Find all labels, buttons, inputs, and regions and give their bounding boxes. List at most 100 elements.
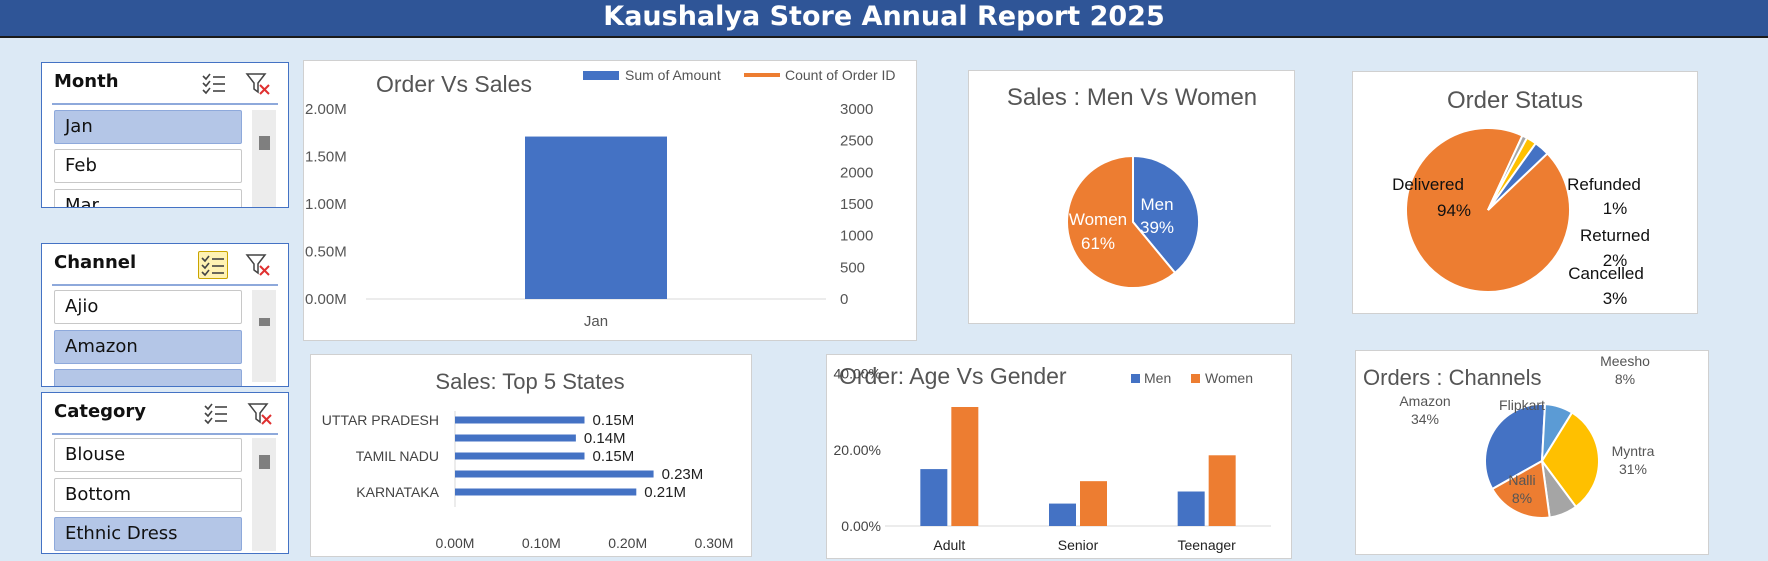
y2-tick-label: 1500 (840, 196, 873, 213)
multi-select-icon[interactable] (198, 251, 228, 279)
bar-men (1049, 503, 1076, 526)
x-tick-label: 0.20M (608, 535, 647, 551)
slicer-item-jan[interactable]: Jan (54, 110, 242, 144)
chart-title: Order: Age Vs Gender (839, 363, 1067, 389)
multi-select-icon[interactable] (202, 400, 230, 426)
data-label: 0.21M (644, 484, 686, 501)
order-status-panel[interactable]: Order Status Delivered 94% Refunded 1% Return… (1352, 71, 1698, 314)
slice-value: 61% (1081, 234, 1115, 253)
y2-tick-label: 3000 (840, 101, 873, 118)
slice-value: 31% (1619, 461, 1647, 477)
y-tick-label: 1.00M (305, 196, 347, 213)
y-tick-label: 0.00M (305, 291, 347, 308)
slice-value: 8% (1615, 371, 1635, 387)
slice-value: 8% (1512, 490, 1532, 506)
pie-slice (1487, 141, 1549, 211)
slice-label: Myntra (1612, 443, 1655, 459)
slice-value: 1% (1603, 199, 1628, 218)
slicer-scrollbar[interactable] (252, 110, 276, 207)
slice-label: Returned (1580, 226, 1650, 245)
slicer-scrollbar[interactable] (252, 290, 276, 382)
pie-slice (1490, 459, 1551, 519)
x-tick-label: Senior (1058, 537, 1099, 553)
slice-label: Men (1140, 195, 1173, 214)
slicer-item-ajio[interactable]: Ajio (54, 290, 242, 324)
clear-filter-icon[interactable] (244, 251, 272, 277)
y-tick-label: TAMIL NADU (356, 448, 439, 464)
channels-panel[interactable]: Orders : Channels Amazon 34% Flipkart Meesho… (1355, 350, 1709, 555)
category-slicer[interactable]: Category Blouse Bottom Ethnic Dress (41, 392, 289, 554)
x-tick-label: Teenager (1177, 537, 1236, 553)
pie-slice (1066, 154, 1177, 289)
men-vs-women-chart: Sales : Men Vs Women Men 39% Women 61% (1007, 84, 1257, 289)
slice-label: Delivered (1392, 175, 1464, 194)
legend-label: Sum of Amount (625, 67, 721, 83)
data-label: 0.15M (593, 412, 635, 429)
bar-state (455, 434, 576, 442)
top-states-chart: Sales: Top 5 States 0.15M UTTAR PRADESH 0.1… (322, 369, 734, 551)
data-label: 0.14M (584, 430, 626, 447)
order-vs-sales-chart: Order Vs Sales Sum of Amount Count of Orde… (305, 67, 896, 330)
legend-swatch (583, 71, 619, 80)
slicer-header: Channel (54, 252, 137, 273)
pie-slice (1540, 411, 1600, 509)
legend-label: Count of Order ID (785, 67, 896, 83)
x-tick-label: Adult (933, 537, 965, 553)
slicer-item-blouse[interactable]: Blouse (54, 438, 242, 472)
slice-value: 3% (1603, 289, 1628, 308)
bar-men (1177, 491, 1205, 526)
legend-swatch (1131, 374, 1140, 383)
slicer-item-ethnic-dress[interactable]: Ethnic Dress (54, 517, 242, 551)
pie-slice (1132, 154, 1200, 275)
legend-swatch (1191, 374, 1200, 383)
y-tick-label: 40.00% (834, 366, 881, 382)
y-tick-label: 0.50M (305, 244, 347, 261)
bar-women (1080, 481, 1107, 526)
bar-state (455, 416, 585, 424)
slicer-item-bottom[interactable]: Bottom (54, 478, 242, 512)
x-tick-label: Jan (584, 313, 608, 330)
slice-label: Amazon (1399, 393, 1450, 409)
chart-title: Order Vs Sales (376, 71, 532, 97)
x-tick-label: 0.30M (695, 535, 734, 551)
slicer-scrollbar[interactable] (252, 438, 276, 551)
multi-select-icon[interactable] (200, 70, 228, 96)
slicer-item-mar[interactable]: Mar (54, 189, 242, 207)
bar-men (920, 469, 948, 526)
slicer-item-feb[interactable]: Feb (54, 149, 242, 183)
y2-tick-label: 500 (840, 259, 865, 276)
report-title: Kaushalya Store Annual Report 2025 (0, 0, 1768, 38)
slice-value: 39% (1140, 218, 1174, 237)
chart-title: Order Status (1447, 87, 1583, 114)
y-tick-label: 1.50M (305, 149, 347, 166)
men-vs-women-panel[interactable]: Sales : Men Vs Women Men 39% Women 61% (968, 70, 1295, 324)
slicer-item-amazon[interactable]: Amazon (54, 330, 242, 364)
y-tick-label: 2.00M (305, 101, 347, 118)
legend-label: Women (1205, 370, 1253, 386)
top-states-panel[interactable]: Sales: Top 5 States 0.15M UTTAR PRADESH 0.1… (310, 354, 752, 557)
slicer-header: Month (54, 71, 119, 92)
slicer-item-partial[interactable] (54, 369, 242, 386)
bar-women (1208, 455, 1236, 526)
slice-value: 94% (1437, 201, 1471, 220)
slice-label: Cancelled (1568, 264, 1644, 283)
y2-tick-label: 0 (840, 291, 848, 308)
chart-title: Sales: Top 5 States (435, 369, 624, 394)
y2-tick-label: 2500 (840, 133, 873, 150)
bar-women (951, 407, 979, 526)
month-slicer[interactable]: Month Jan Feb Mar (41, 62, 289, 208)
slice-label: Nalli (1508, 472, 1535, 488)
y-tick-label: KARNATAKA (356, 484, 439, 500)
channel-slicer[interactable]: Channel Ajio Amazon (41, 243, 289, 387)
order-vs-sales-panel[interactable]: Order Vs Sales Sum of Amount Count of Orde… (303, 60, 917, 341)
age-vs-gender-chart: Order: Age Vs Gender Men Women 0.00% 20.00% 4… (834, 363, 1271, 553)
slice-label: Meesho (1600, 353, 1650, 369)
data-label: 0.15M (593, 448, 635, 465)
slice-value: 2% (1603, 251, 1628, 270)
order-status-chart: Order Status Delivered 94% Refunded 1% Return… (1392, 87, 1650, 308)
clear-filter-icon[interactable] (246, 400, 274, 426)
bar-jan (525, 136, 667, 299)
clear-filter-icon[interactable] (244, 70, 272, 96)
age-vs-gender-panel[interactable]: Order: Age Vs Gender Men Women 0.00% 20.00% 4… (826, 354, 1292, 559)
y-tick-label: UTTAR PRADESH (322, 412, 439, 428)
